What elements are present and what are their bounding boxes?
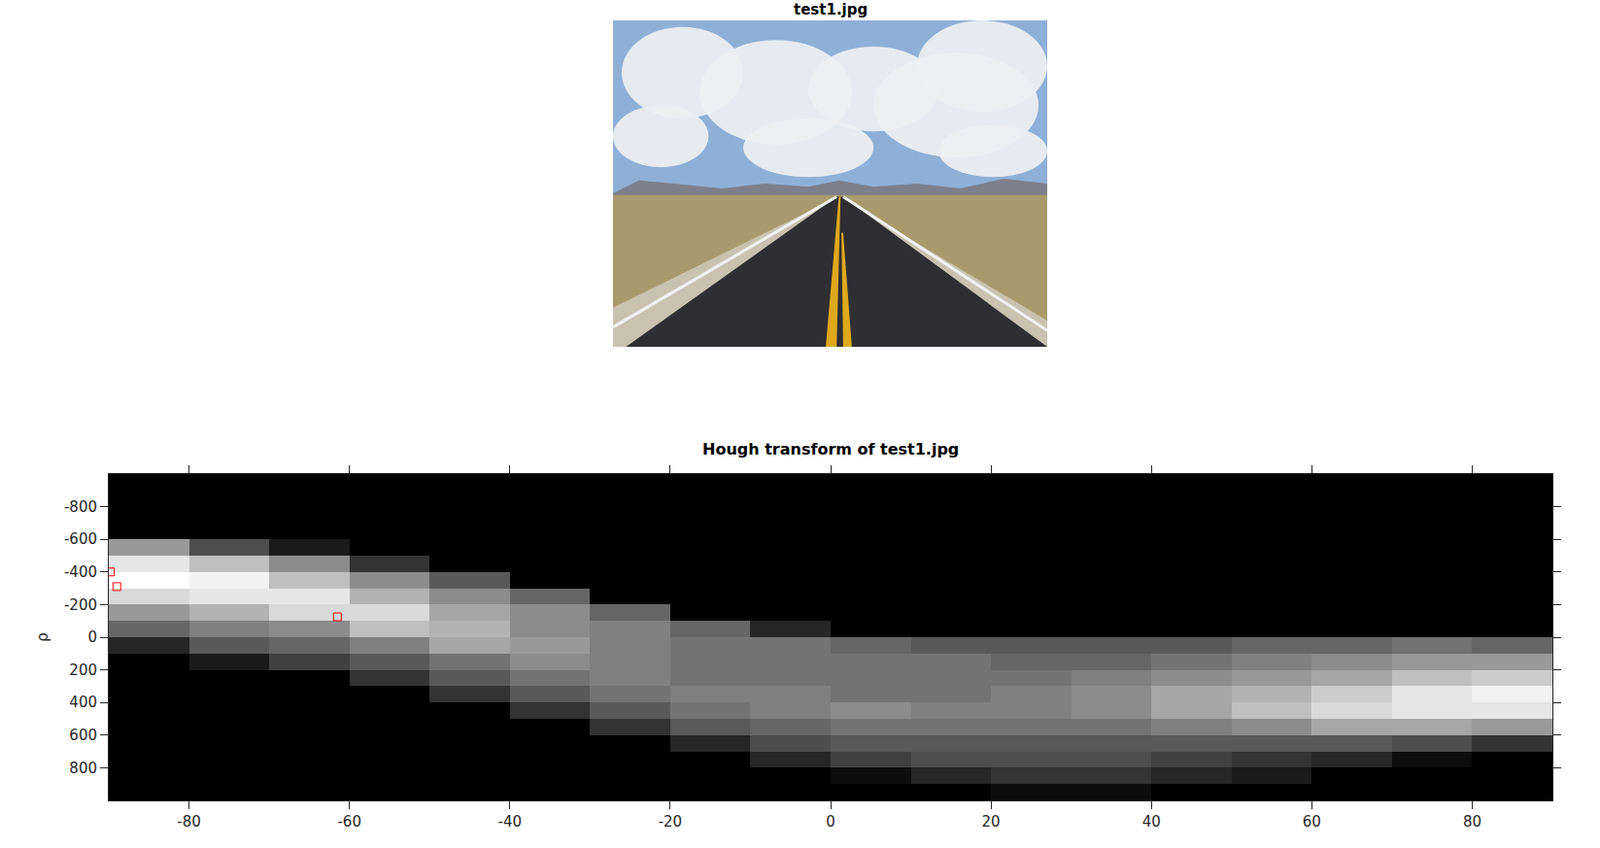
svg-text:test1.jpg: test1.jpg — [793, 0, 868, 19]
svg-text:-400: -400 — [64, 563, 98, 581]
svg-text:800: 800 — [68, 759, 98, 778]
svg-text:200: 200 — [68, 661, 98, 680]
svg-text:80: 80 — [1463, 813, 1482, 831]
svg-text:600: 600 — [68, 726, 98, 745]
svg-text:ρ: ρ — [34, 632, 52, 643]
svg-text:-200: -200 — [64, 596, 98, 614]
svg-text:400: 400 — [68, 693, 98, 712]
svg-text:20: 20 — [982, 813, 1001, 831]
svg-text:0: 0 — [87, 628, 98, 647]
svg-text:60: 60 — [1302, 813, 1322, 831]
svg-text:-600: -600 — [64, 530, 98, 548]
svg-text:-80: -80 — [176, 813, 202, 831]
svg-text:40: 40 — [1142, 813, 1161, 831]
svg-text:-60: -60 — [337, 813, 362, 831]
svg-text:Hough transform of test1.jpg: Hough transform of test1.jpg — [702, 440, 959, 459]
svg-text:0: 0 — [825, 813, 836, 831]
svg-text:-800: -800 — [64, 498, 98, 516]
svg-text:-40: -40 — [498, 813, 523, 831]
svg-text:-20: -20 — [658, 813, 683, 831]
